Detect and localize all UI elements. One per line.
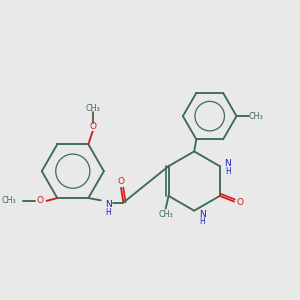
Text: N: N bbox=[224, 160, 231, 169]
Text: N: N bbox=[199, 210, 206, 219]
Text: O: O bbox=[237, 198, 244, 207]
Text: O: O bbox=[37, 196, 44, 206]
Text: CH₃: CH₃ bbox=[248, 112, 263, 121]
Text: O: O bbox=[90, 122, 97, 131]
Text: H: H bbox=[199, 217, 205, 226]
Text: CH₃: CH₃ bbox=[158, 210, 173, 219]
Text: H: H bbox=[225, 167, 231, 176]
Text: O: O bbox=[118, 177, 124, 186]
Text: CH₃: CH₃ bbox=[1, 196, 16, 206]
Text: H: H bbox=[105, 208, 111, 217]
Text: CH₃: CH₃ bbox=[86, 104, 101, 113]
Text: N: N bbox=[105, 200, 112, 209]
